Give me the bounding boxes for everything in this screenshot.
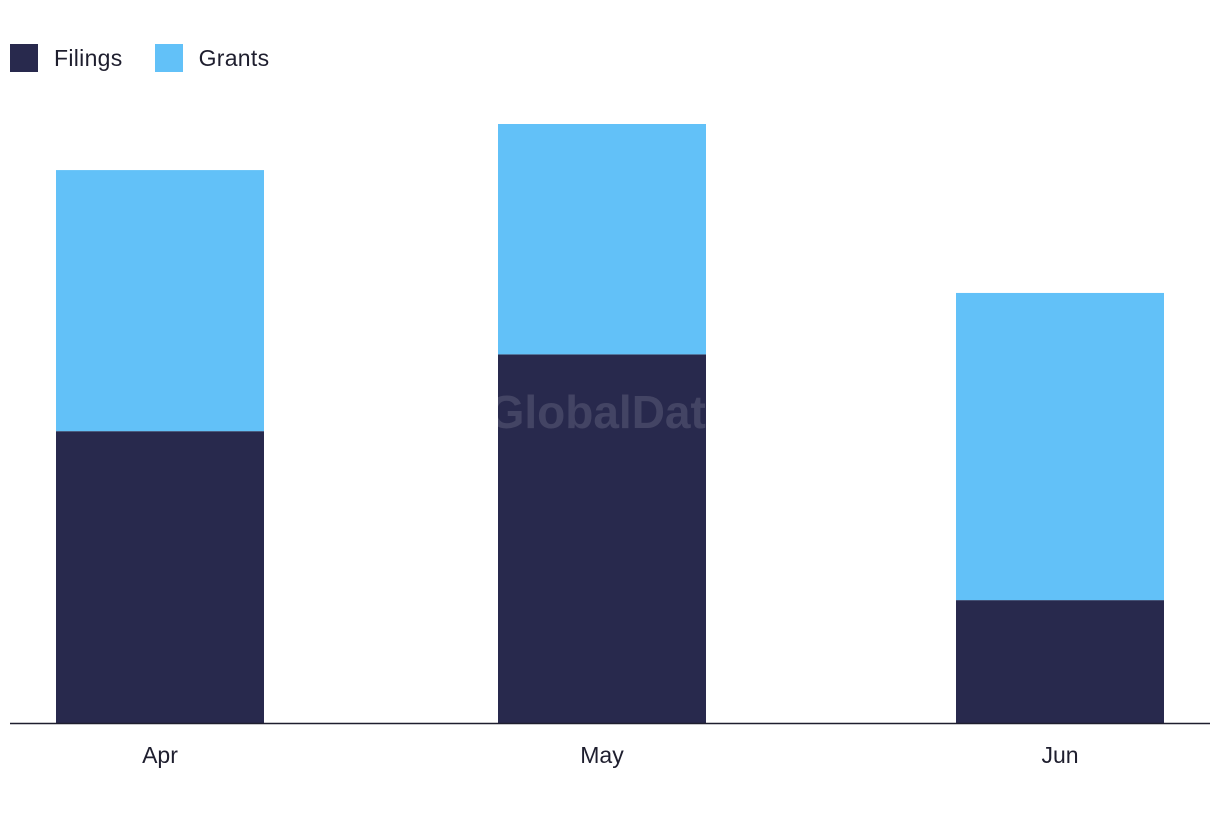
chart-legend: Filings Grants <box>10 44 301 72</box>
x-tick-label-jun: Jun <box>1041 742 1078 768</box>
bar-filings-apr <box>56 431 264 723</box>
legend-swatch-grants <box>154 44 183 72</box>
bar-grants-jun <box>956 292 1164 601</box>
legend-label-filings: Filings <box>54 44 123 71</box>
bar-grants-apr <box>56 170 264 432</box>
bar-filings-jun <box>956 600 1164 723</box>
bar-grants-may <box>498 124 706 355</box>
watermark: GlobalData <box>489 386 732 438</box>
legend-swatch-filings <box>10 44 38 72</box>
bars-group <box>56 124 1164 723</box>
x-tick-label-may: May <box>580 742 624 768</box>
legend-item-filings: Filings <box>10 44 123 72</box>
legend-label-grants: Grants <box>198 44 270 71</box>
x-tick-labels: Apr May Jun <box>142 742 1078 768</box>
x-tick-label-apr: Apr <box>142 742 178 768</box>
bar-filings-may <box>498 354 706 723</box>
legend-item-grants: Grants <box>154 44 270 72</box>
